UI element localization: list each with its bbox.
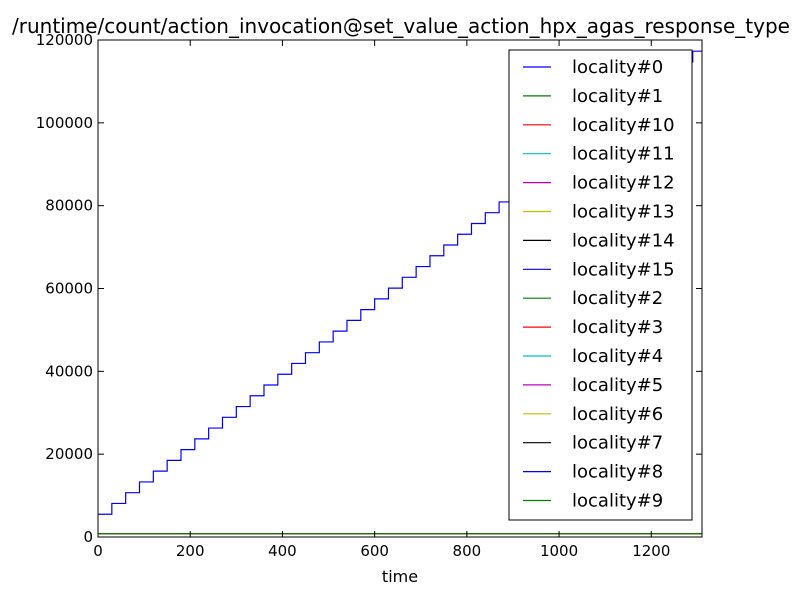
legend-item: locality#7 (523, 433, 663, 454)
y-tick-label: 0 (83, 528, 93, 546)
chart-title: /runtime/count/action_invocation@set_val… (12, 14, 790, 38)
legend-item: locality#6 (523, 404, 663, 425)
legend-item: locality#1 (523, 86, 663, 107)
legend-label: locality#9 (572, 491, 663, 512)
legend: locality#0 locality#1 locality#10 locality#… (508, 49, 693, 521)
legend-item: locality#8 (523, 462, 663, 483)
legend-label: locality#5 (572, 375, 663, 396)
legend-item: locality#4 (523, 346, 663, 367)
legend-label: locality#14 (572, 230, 675, 251)
x-axis-label: time (382, 567, 418, 586)
legend-item: locality#10 (523, 115, 675, 136)
legend-label: locality#13 (572, 202, 675, 223)
y-tick-label: 60000 (45, 280, 93, 298)
y-tick-label: 80000 (45, 197, 93, 215)
legend-item: locality#12 (523, 173, 675, 194)
y-tick-label: 120000 (36, 31, 93, 49)
legend-label: locality#10 (572, 115, 675, 136)
x-tick-label: 800 (453, 542, 482, 560)
legend-label: locality#12 (572, 173, 675, 194)
x-tick-label: 400 (268, 542, 297, 560)
legend-item: locality#15 (523, 259, 675, 280)
y-tick-label: 20000 (45, 445, 93, 463)
legend-label: locality#6 (572, 404, 663, 425)
x-tick-label: 1200 (632, 542, 670, 560)
legend-item: locality#3 (523, 317, 663, 338)
legend-item: locality#9 (523, 491, 663, 512)
legend-item: locality#11 (523, 144, 675, 165)
legend-item: locality#14 (523, 230, 675, 251)
legend-label: locality#15 (572, 259, 675, 280)
x-tick-label: 1000 (540, 542, 578, 560)
legend-label: locality#1 (572, 86, 663, 107)
legend-label: locality#4 (572, 346, 663, 367)
legend-label: locality#11 (572, 144, 675, 165)
x-tick-label: 600 (360, 542, 389, 560)
x-tick-label: 0 (93, 542, 103, 560)
legend-item: locality#2 (523, 288, 663, 309)
legend-label: locality#7 (572, 433, 663, 454)
y-tick-label: 100000 (36, 114, 93, 132)
legend-label: locality#3 (572, 317, 663, 338)
legend-item: locality#5 (523, 375, 663, 396)
legend-label: locality#0 (572, 57, 663, 78)
series-lines (98, 50, 702, 535)
plot-area: 0 200 400 600 800 1000 1200 0 20000 40000 60000 800… (36, 31, 703, 560)
y-tick-label: 40000 (45, 362, 93, 380)
legend-item: locality#13 (523, 202, 675, 223)
legend-item: locality#0 (523, 57, 663, 78)
legend-label: locality#8 (572, 462, 663, 483)
legend-label: locality#2 (572, 288, 663, 309)
legend-box (508, 49, 693, 521)
x-tick-label: 200 (176, 542, 205, 560)
